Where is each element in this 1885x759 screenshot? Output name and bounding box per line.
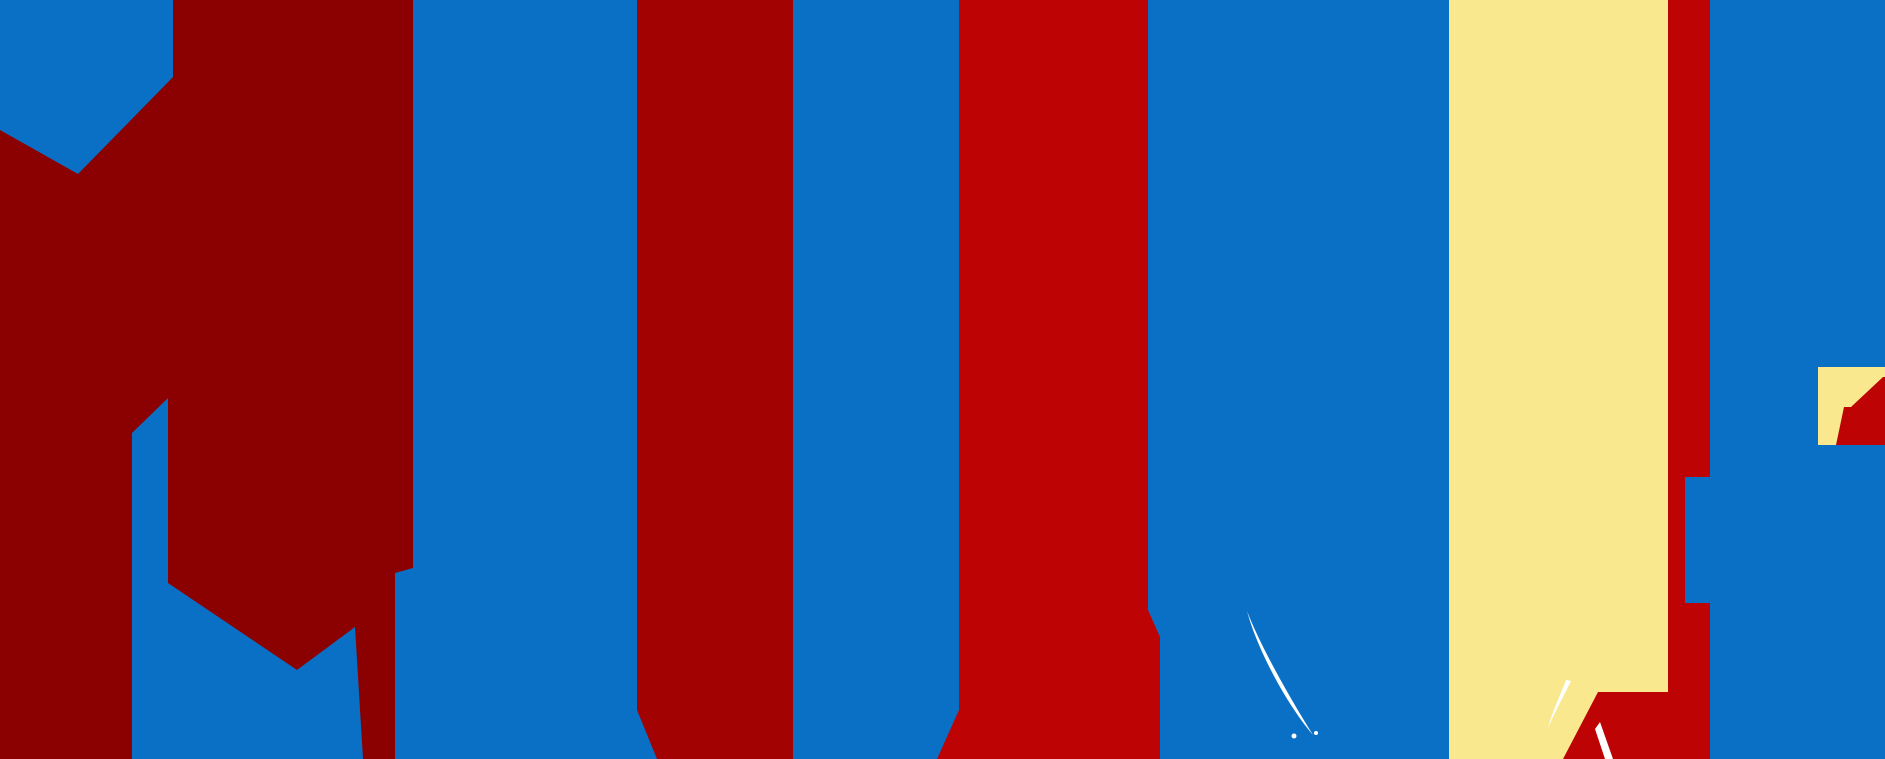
red-wedge [1836,377,1885,445]
dark-red-bar [637,0,793,759]
bright-red-bar [937,0,1160,759]
white-dot-b [1314,731,1318,735]
maroon-letterform [0,0,413,759]
white-sliver-lower [1595,722,1613,759]
yellow-bar [1449,0,1668,759]
white-sliver-upper [1548,680,1571,728]
thin-red-bar [1563,0,1710,759]
white-dot-a [1291,733,1297,739]
